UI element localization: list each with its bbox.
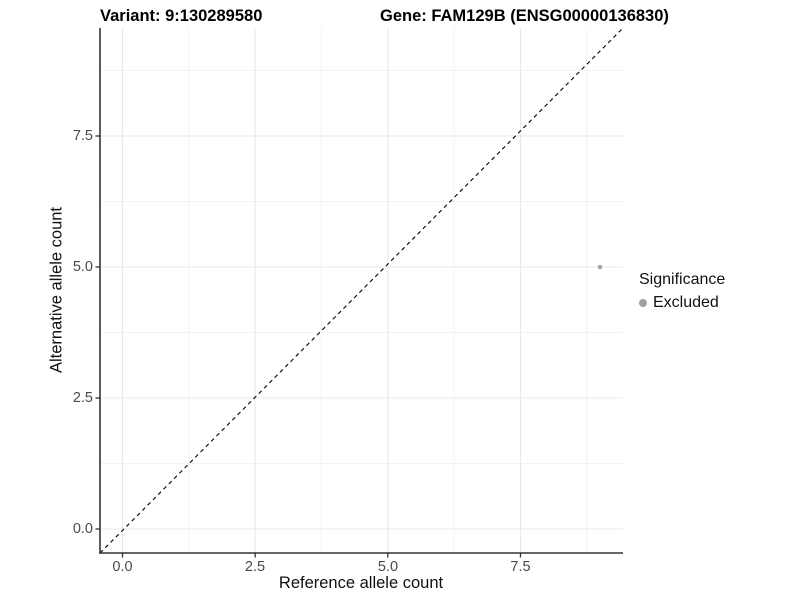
identity-line <box>99 27 624 554</box>
x-tick-label-2-5: 2.5 <box>244 559 266 575</box>
y-axis-label: Alternative allele count <box>47 206 66 374</box>
legend-item-label: Excluded <box>653 294 719 311</box>
legend-title: Significance <box>639 271 726 288</box>
x-tick-label-0: 0.0 <box>112 559 133 575</box>
y-tick-label-0: 0.0 <box>72 521 93 537</box>
y-tick-label-2-5: 2.5 <box>72 390 93 406</box>
x-tick-label-7-5: 7.5 <box>510 559 531 575</box>
legend-item-excluded: Excluded <box>639 294 725 312</box>
excluded-point-icon <box>639 299 647 307</box>
y-tick-label-5-0: 5.0 <box>72 259 93 275</box>
x-axis-label: Reference allele count <box>278 574 444 592</box>
data-point <box>597 264 603 270</box>
gene-title: Gene: FAM129B (ENSG00000136830) <box>380 7 669 25</box>
legend: Significance Excluded <box>639 271 725 312</box>
y-tick-label-7-5: 7.5 <box>72 128 93 144</box>
x-tick-label-5-0: 5.0 <box>377 559 399 575</box>
variant-title: Variant: 9:130289580 <box>100 7 263 25</box>
